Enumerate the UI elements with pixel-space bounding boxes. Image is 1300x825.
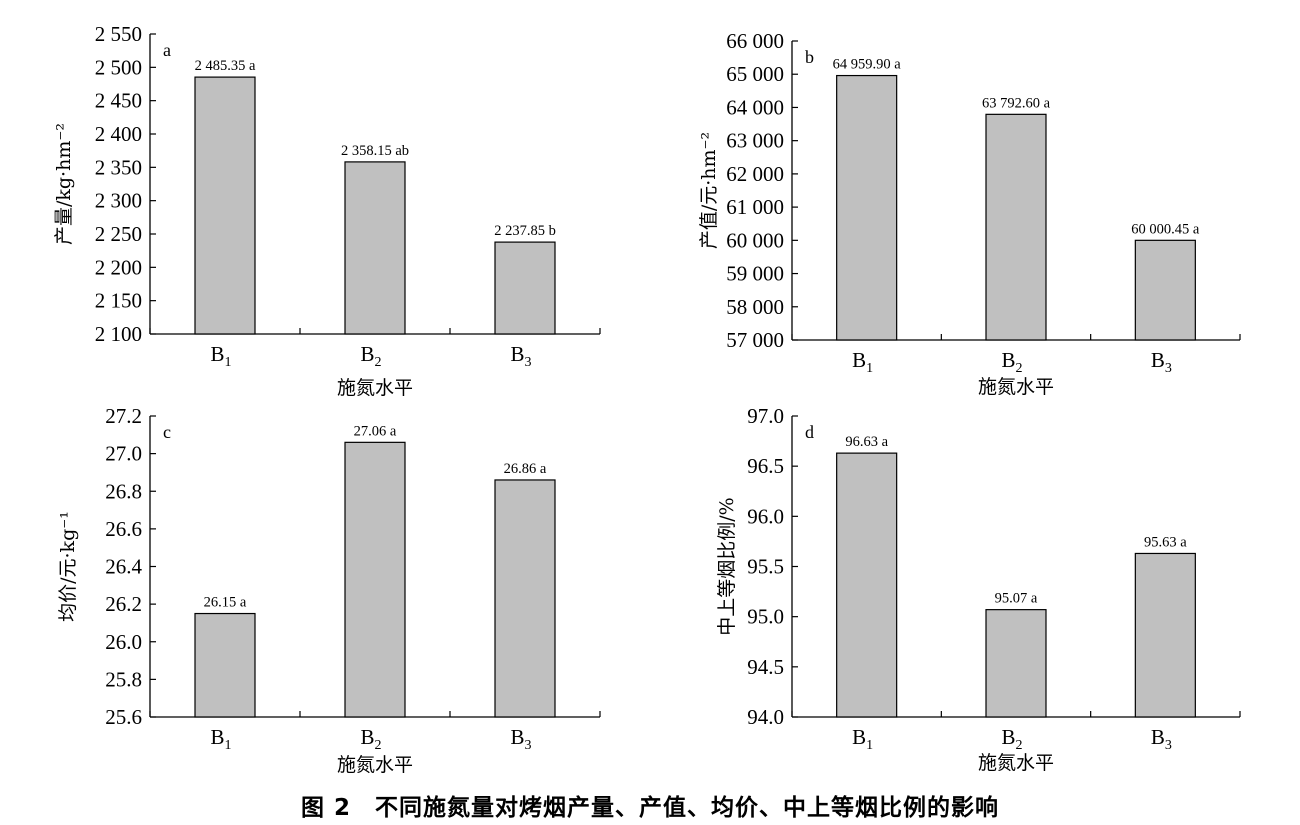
y-tick-label: 60 000 <box>726 228 784 252</box>
data-label: 26.86 a <box>504 461 547 477</box>
data-label: 2 358.15 ab <box>341 143 409 159</box>
x-category-label: B3 <box>1151 348 1172 376</box>
bar-b2 <box>344 441 406 718</box>
y-axis-title: 产值/元·hm⁻² <box>698 132 720 249</box>
x-category-label: B3 <box>1151 725 1172 753</box>
y-tick-label: 2 250 <box>95 222 142 246</box>
x-category-label: B2 <box>1001 725 1022 753</box>
figure-caption: 图 2 不同施氮量对烤烟产量、产值、均价、中上等烟比例的影响 <box>300 795 999 821</box>
y-tick-label: 26.8 <box>105 479 142 503</box>
x-axis-title: 施氮水平 <box>978 376 1054 398</box>
y-tick-label: 2 350 <box>95 155 142 179</box>
data-label: 63 792.60 a <box>982 95 1051 111</box>
bar-b2 <box>344 161 406 335</box>
y-tick-label: 2 150 <box>95 289 142 313</box>
y-tick-label: 2 300 <box>95 189 142 213</box>
y-tick-label: 25.8 <box>105 667 142 691</box>
data-label: 2 485.35 a <box>195 58 256 74</box>
panel-letter: d <box>805 422 814 442</box>
bar-b3 <box>494 479 556 718</box>
y-tick-label: 95.5 <box>747 555 784 579</box>
panel-letter: a <box>163 40 171 60</box>
x-category-label: B2 <box>360 725 381 753</box>
bar-b3 <box>494 241 556 335</box>
bar-b1 <box>836 74 898 341</box>
y-tick-label: 66 000 <box>726 29 784 53</box>
y-tick-label: 63 000 <box>726 129 784 153</box>
x-category-label: B2 <box>360 342 381 370</box>
y-axis-title: 产量/kg·hm⁻² <box>53 123 75 245</box>
x-category-label: B3 <box>510 725 531 753</box>
y-tick-label: 26.2 <box>105 592 142 616</box>
y-tick-label: 2 100 <box>95 322 142 346</box>
x-axis-title: 施氮水平 <box>978 752 1054 774</box>
x-category-label: B1 <box>852 725 873 753</box>
x-axis-title: 施氮水平 <box>337 377 413 399</box>
chart-panel-b: 57 000 58 000 59 000 60 000 61 000 62 000 63 0… <box>698 29 1241 398</box>
chart-panel-d: 94.0 94.5 95.0 95.5 96.0 96.5 97.0 96.63 a B1 95.… <box>716 404 1241 774</box>
y-tick-label: 26.4 <box>105 555 142 579</box>
data-label: 64 959.90 a <box>833 57 902 73</box>
bar-b1 <box>194 76 256 335</box>
y-tick-label: 95.0 <box>747 605 784 629</box>
y-tick-label: 59 000 <box>726 262 784 286</box>
y-tick-label: 97.0 <box>747 404 784 428</box>
panel-letter: c <box>163 422 171 442</box>
data-label: 27.06 a <box>354 423 397 439</box>
data-label: 95.63 a <box>1144 534 1187 550</box>
chart-panel-c: 25.6 25.8 26.0 26.2 26.4 26.6 26.8 27.0 27.2 26.1… <box>57 404 601 776</box>
y-tick-label: 2 550 <box>95 22 142 46</box>
y-tick-label: 26.0 <box>105 630 142 654</box>
bar-b3 <box>1134 239 1196 341</box>
y-tick-label: 62 000 <box>726 162 784 186</box>
x-category-label: B1 <box>210 342 231 370</box>
bar-b3 <box>1134 552 1196 718</box>
y-tick-label: 27.0 <box>105 442 142 466</box>
chart-panel-a: 2 100 2 150 2 200 2 250 2 300 2 350 2 400 2 450… <box>53 22 601 399</box>
y-tick-label: 96.0 <box>747 504 784 528</box>
data-label: 2 237.85 b <box>494 223 556 239</box>
y-tick-label: 94.0 <box>747 705 784 729</box>
x-category-label: B2 <box>1001 348 1022 376</box>
y-tick-label: 27.2 <box>105 404 142 428</box>
data-label: 96.63 a <box>845 434 888 450</box>
y-tick-label: 57 000 <box>726 328 784 352</box>
y-tick-label: 64 000 <box>726 95 784 119</box>
bar-b2 <box>985 609 1047 718</box>
x-category-label: B3 <box>510 342 531 370</box>
x-axis-title: 施氮水平 <box>337 754 413 776</box>
y-axis-title: 中上等烟比例/% <box>716 497 738 635</box>
y-tick-label: 94.5 <box>747 655 784 679</box>
y-tick-label: 58 000 <box>726 295 784 319</box>
y-tick-label: 2 400 <box>95 122 142 146</box>
y-tick-label: 65 000 <box>726 62 784 86</box>
y-tick-label: 25.6 <box>105 705 142 729</box>
y-tick-label: 2 200 <box>95 255 142 279</box>
data-label: 60 000.45 a <box>1131 221 1200 237</box>
y-tick-label: 96.5 <box>747 454 784 478</box>
y-tick-label: 26.6 <box>105 517 142 541</box>
data-label: 95.07 a <box>995 591 1038 607</box>
y-tick-label: 2 450 <box>95 89 142 113</box>
bar-b1 <box>194 612 256 718</box>
bar-b2 <box>985 113 1047 341</box>
y-tick-label: 61 000 <box>726 195 784 219</box>
x-category-label: B1 <box>210 725 231 753</box>
data-label: 26.15 a <box>204 595 247 611</box>
panel-letter: b <box>805 47 814 67</box>
x-category-label: B1 <box>852 348 873 376</box>
bar-b1 <box>836 452 898 718</box>
y-tick-label: 2 500 <box>95 55 142 79</box>
y-axis-title: 均价/元·kg⁻¹ <box>57 511 79 622</box>
